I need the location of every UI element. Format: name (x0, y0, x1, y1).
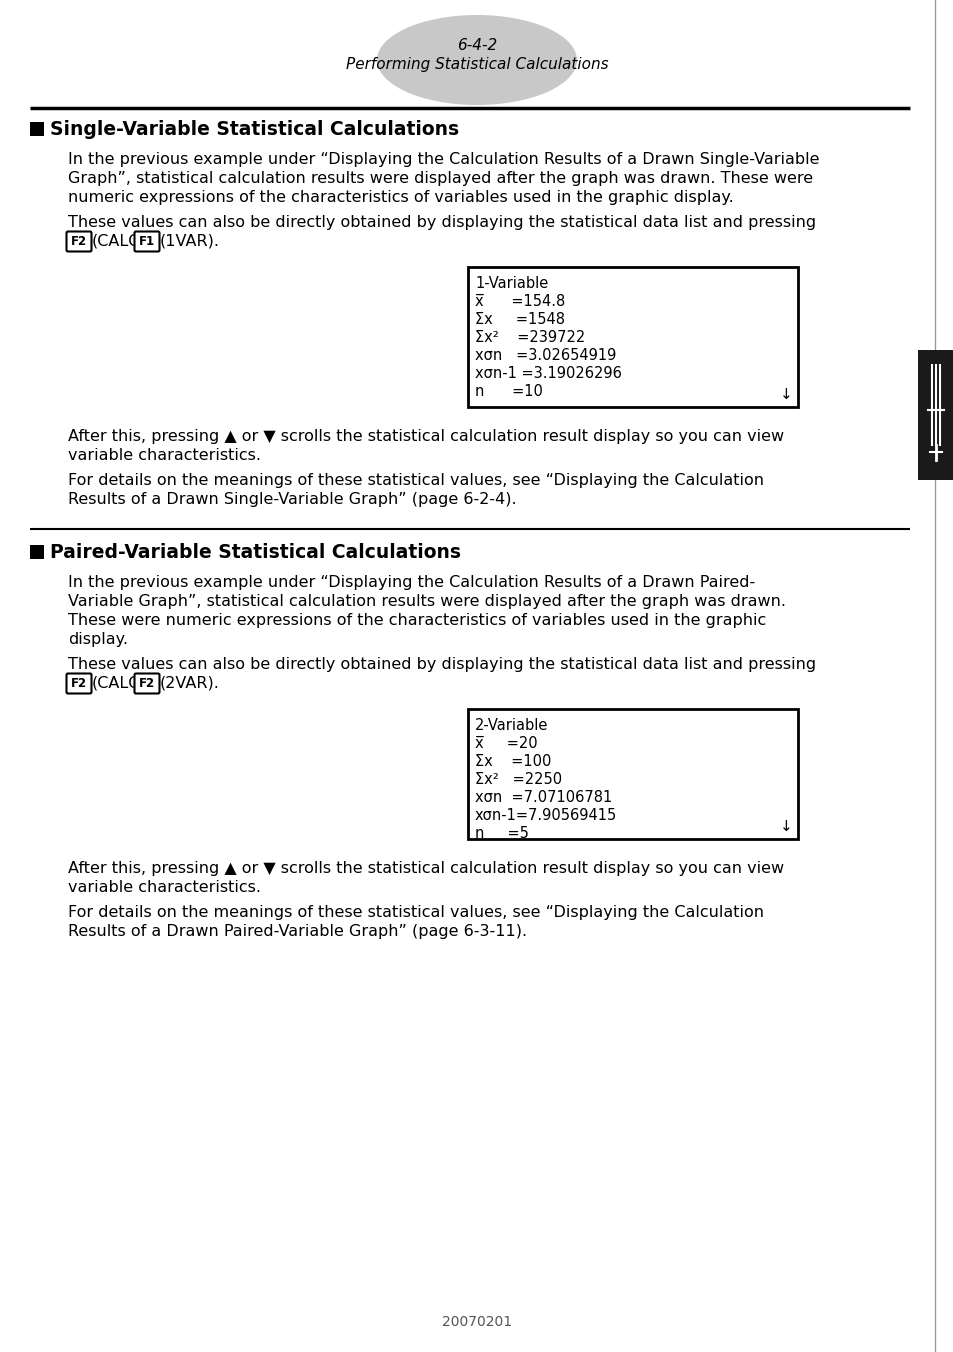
Text: xσn-1=7.90569415: xσn-1=7.90569415 (475, 808, 617, 823)
Text: display.: display. (68, 631, 128, 648)
Text: These values can also be directly obtained by displaying the statistical data li: These values can also be directly obtain… (68, 215, 815, 230)
Text: F1: F1 (139, 235, 155, 247)
Text: These were numeric expressions of the characteristics of variables used in the g: These were numeric expressions of the ch… (68, 612, 765, 627)
Text: (CALC): (CALC) (91, 676, 147, 691)
Bar (30, 122, 44, 137)
Text: F2: F2 (71, 235, 87, 247)
Text: 20070201: 20070201 (441, 1315, 512, 1329)
Text: Paired-Variable Statistical Calculations: Paired-Variable Statistical Calculations (50, 544, 460, 562)
Text: After this, pressing ▲ or ▼ scrolls the statistical calculation result display s: After this, pressing ▲ or ▼ scrolls the … (68, 429, 783, 443)
Text: In the previous example under “Displaying the Calculation Results of a Drawn Sin: In the previous example under “Displayin… (68, 151, 819, 168)
Text: Single-Variable Statistical Calculations: Single-Variable Statistical Calculations (50, 120, 458, 139)
Text: 2-Variable: 2-Variable (475, 718, 548, 733)
Text: (CALC): (CALC) (91, 234, 147, 249)
Text: Σx²   =2250: Σx² =2250 (475, 772, 561, 787)
Text: Σx     =1548: Σx =1548 (475, 312, 564, 327)
Text: (1VAR).: (1VAR). (160, 234, 220, 249)
FancyBboxPatch shape (67, 231, 91, 251)
Text: Results of a Drawn Single-Variable Graph” (page 6-2-4).: Results of a Drawn Single-Variable Graph… (68, 492, 517, 507)
FancyBboxPatch shape (134, 673, 159, 694)
Text: Σx²    =239722: Σx² =239722 (475, 330, 584, 345)
Text: variable characteristics.: variable characteristics. (68, 448, 261, 462)
Text: ↓: ↓ (780, 819, 792, 834)
Text: F2: F2 (71, 677, 87, 690)
Text: variable characteristics.: variable characteristics. (68, 880, 261, 895)
Text: xσn  =7.07106781: xσn =7.07106781 (475, 790, 612, 804)
Text: 6-4-2: 6-4-2 (456, 38, 497, 53)
Text: n     =5: n =5 (475, 826, 528, 841)
Text: For details on the meanings of these statistical values, see “Displaying the Cal: For details on the meanings of these sta… (68, 904, 763, 919)
FancyBboxPatch shape (67, 673, 91, 694)
Text: ↓: ↓ (780, 387, 792, 402)
Text: Σx    =100: Σx =100 (475, 754, 551, 769)
Text: F2: F2 (139, 677, 155, 690)
Text: Performing Statistical Calculations: Performing Statistical Calculations (345, 57, 608, 72)
FancyBboxPatch shape (134, 231, 159, 251)
Text: xσn   =3.02654919: xσn =3.02654919 (475, 347, 616, 362)
Text: numeric expressions of the characteristics of variables used in the graphic disp: numeric expressions of the characteristi… (68, 191, 733, 206)
Text: 1-Variable: 1-Variable (475, 276, 548, 291)
Bar (468, 266, 797, 407)
Text: In the previous example under “Displaying the Calculation Results of a Drawn Pai: In the previous example under “Displayin… (68, 575, 755, 589)
Text: These values can also be directly obtained by displaying the statistical data li: These values can also be directly obtain… (68, 657, 815, 672)
Text: Results of a Drawn Paired-Variable Graph” (page 6-3-11).: Results of a Drawn Paired-Variable Graph… (68, 923, 527, 940)
Text: n      =10: n =10 (475, 384, 542, 399)
Text: xσn-1 =3.19026296: xσn-1 =3.19026296 (475, 366, 621, 381)
Text: After this, pressing ▲ or ▼ scrolls the statistical calculation result display s: After this, pressing ▲ or ▼ scrolls the … (68, 861, 783, 876)
Bar (468, 708, 797, 840)
Bar (30, 545, 44, 558)
Bar (917, 350, 953, 480)
Text: Variable Graph”, statistical calculation results were displayed after the graph : Variable Graph”, statistical calculation… (68, 594, 785, 608)
Text: Graph”, statistical calculation results were displayed after the graph was drawn: Graph”, statistical calculation results … (68, 170, 812, 187)
Text: x̅     =20: x̅ =20 (475, 735, 537, 750)
Text: (2VAR).: (2VAR). (160, 676, 219, 691)
Ellipse shape (376, 15, 577, 105)
Text: x̅      =154.8: x̅ =154.8 (475, 293, 565, 310)
Text: For details on the meanings of these statistical values, see “Displaying the Cal: For details on the meanings of these sta… (68, 473, 763, 488)
